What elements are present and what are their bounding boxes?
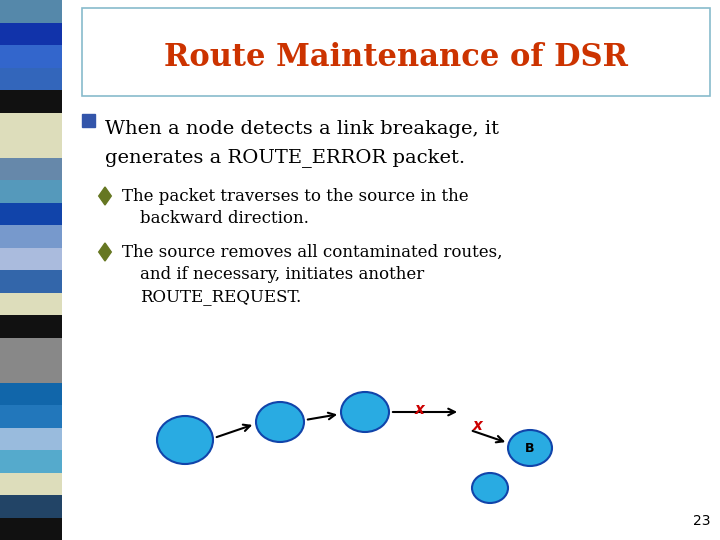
Ellipse shape — [508, 430, 552, 466]
Text: backward direction.: backward direction. — [140, 210, 309, 227]
Text: Route Maintenance of DSR: Route Maintenance of DSR — [164, 42, 628, 72]
Bar — [0, 23, 62, 45]
Text: The source removes all contaminated routes,: The source removes all contaminated rout… — [122, 244, 503, 261]
Text: x: x — [415, 402, 425, 416]
Bar — [0, 338, 62, 360]
Bar — [0, 180, 62, 202]
Text: generates a ROUTE_ERROR packet.: generates a ROUTE_ERROR packet. — [105, 148, 465, 167]
Text: The packet traverses to the source in the: The packet traverses to the source in th… — [122, 188, 469, 205]
Text: B: B — [526, 442, 535, 455]
Bar — [0, 382, 62, 405]
Polygon shape — [99, 243, 112, 261]
Text: When a node detects a link breakage, it: When a node detects a link breakage, it — [105, 120, 499, 138]
Bar — [0, 158, 62, 180]
Bar — [0, 247, 62, 270]
Ellipse shape — [341, 392, 389, 432]
Bar — [0, 315, 62, 338]
Bar — [0, 0, 62, 23]
Text: x: x — [473, 417, 483, 433]
Ellipse shape — [256, 402, 304, 442]
Bar — [0, 135, 62, 158]
Ellipse shape — [157, 416, 213, 464]
Polygon shape — [99, 187, 112, 205]
Bar — [0, 112, 62, 135]
Bar — [0, 225, 62, 247]
Bar — [0, 202, 62, 225]
FancyBboxPatch shape — [82, 8, 710, 96]
Text: ROUTE_REQUEST.: ROUTE_REQUEST. — [140, 288, 301, 305]
Bar — [0, 428, 62, 450]
Bar — [0, 517, 62, 540]
Bar — [0, 495, 62, 517]
Bar — [0, 360, 62, 382]
Bar — [82, 114, 95, 127]
Bar — [0, 68, 62, 90]
Bar — [0, 270, 62, 293]
Text: and if necessary, initiates another: and if necessary, initiates another — [140, 266, 424, 283]
Bar — [0, 405, 62, 428]
Bar — [0, 45, 62, 68]
Text: 23: 23 — [693, 514, 710, 528]
Bar — [0, 472, 62, 495]
Ellipse shape — [472, 473, 508, 503]
Bar — [0, 90, 62, 112]
Bar — [0, 450, 62, 472]
Bar — [0, 293, 62, 315]
